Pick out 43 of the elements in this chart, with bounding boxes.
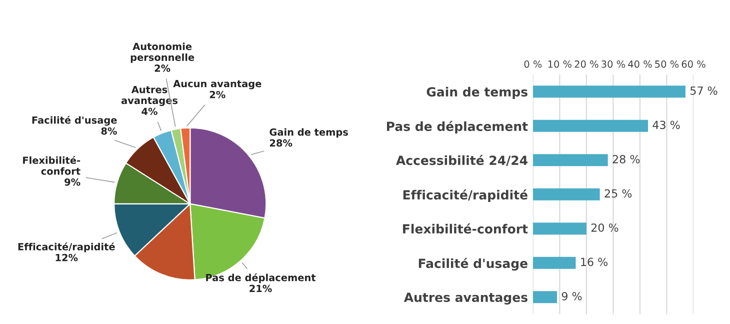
- bar: [532, 188, 600, 200]
- data-label: 28%: [270, 139, 292, 147]
- y-tick-label: Autres avantages: [404, 292, 528, 305]
- y-tick-label: Facilité d'usage: [418, 258, 528, 271]
- data-label: 25 %: [604, 189, 632, 198]
- x-tick-label: 50 %: [655, 60, 679, 68]
- y-tick-label: Gain de temps: [426, 86, 528, 99]
- data-label: 2%: [210, 90, 226, 98]
- y-tick-label: Flexibilité-confort: [403, 223, 528, 234]
- data-label: 12%: [56, 254, 78, 262]
- y-tick-label: Pas de déplacement: [386, 120, 528, 134]
- data-label: 2%: [154, 64, 170, 72]
- bar: [532, 154, 608, 166]
- x-tick-label: 40 %: [628, 60, 652, 68]
- bar: [532, 291, 557, 304]
- data-label: 9%: [64, 178, 80, 186]
- data-label: 43 %: [652, 120, 680, 130]
- bar: [532, 120, 648, 132]
- slice-label: Efficacité/rapidité: [18, 242, 115, 252]
- data-label: 16 %: [581, 258, 608, 266]
- data-label: 28 %: [612, 154, 640, 164]
- bar: [532, 222, 586, 235]
- data-label: 21%: [250, 284, 272, 292]
- data-label: 20 %: [591, 223, 618, 232]
- y-tick-label: Accessibilité 24/24: [396, 154, 528, 166]
- x-tick-label: 10 %: [548, 60, 572, 68]
- bar: [532, 256, 576, 269]
- data-label: 8%: [101, 127, 117, 135]
- y-tick-label: Efficacité/rapidité: [403, 189, 528, 202]
- slice-label: Aucun avantage: [173, 80, 262, 90]
- slice-label: Facilité d'usage: [32, 116, 117, 126]
- x-tick-label: 60 %: [682, 60, 706, 68]
- data-label: 57 %: [690, 86, 718, 95]
- x-tick-label: 30 %: [602, 60, 626, 68]
- x-tick-label: 0 %: [524, 60, 542, 68]
- slice-label: Gain de temps: [270, 128, 348, 138]
- slice-label: Flexibilité- confort: [23, 156, 80, 175]
- slice-label: Autonomie personnelle: [130, 42, 194, 63]
- slice-label: Pas de déplacement: [206, 273, 316, 284]
- bar: [532, 86, 686, 98]
- x-tick-label: 20 %: [574, 60, 598, 68]
- data-label: 4%: [142, 108, 158, 116]
- data-label: 9 %: [562, 292, 582, 300]
